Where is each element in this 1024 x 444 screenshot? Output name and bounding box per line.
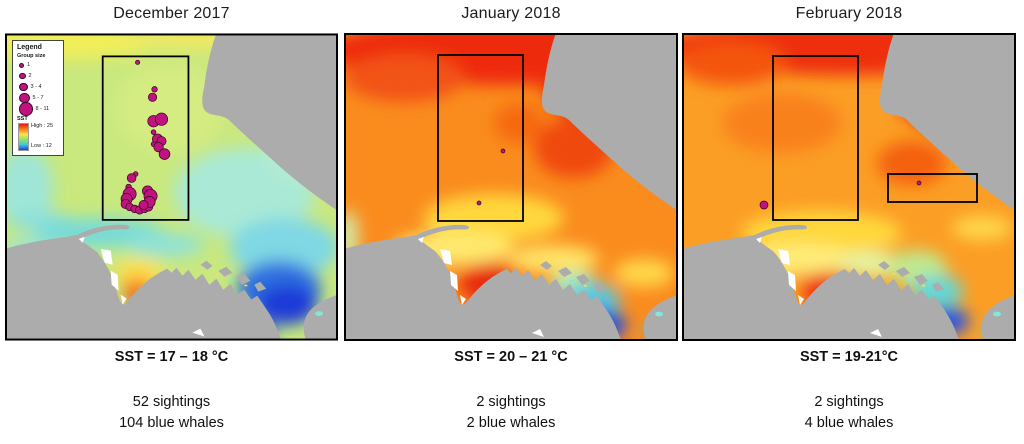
legend-group-size-row: 2 <box>19 71 60 81</box>
group-size-label: 2 <box>28 73 32 79</box>
sst-low-label: Low : 12 <box>31 143 52 149</box>
legend-group-size-row: 3 - 4 <box>19 82 60 92</box>
panel-december: December 2017 <box>5 0 338 444</box>
legend-group-size-row: 8 - 11 <box>19 102 60 116</box>
whale-sighting-dot <box>476 200 482 206</box>
survey-boxes-february <box>772 55 978 221</box>
legend-group-size-row: 1 <box>19 60 60 70</box>
sst-map-december <box>5 33 338 341</box>
legend-group-size-items: 1 2 3 - 4 5 - 7 8 - 11 <box>17 60 60 116</box>
map-legend: Legend Group size 1 2 3 - 4 5 - 7 8 - 11 SST… <box>12 40 64 156</box>
sst-caption-february: SST = 19-21°C <box>799 349 899 365</box>
whale-count-december: 104 blue whales <box>119 415 224 431</box>
map-border <box>5 33 338 341</box>
whale-sightings-february <box>759 180 922 210</box>
panel-title-january: January 2018 <box>461 5 561 22</box>
group-size-circle-icon <box>19 62 24 68</box>
sst-colour-ramp <box>18 123 29 151</box>
group-size-label: 5 - 7 <box>32 95 44 101</box>
whale-sighting-dot <box>154 112 169 126</box>
sst-map-january <box>344 33 678 341</box>
whale-sighting-dot <box>916 180 922 186</box>
sightings-count-december: 52 sightings <box>132 394 211 410</box>
map-december: Legend Group size 1 2 3 - 4 5 - 7 8 - 11 SST… <box>5 33 338 341</box>
panel-title-december: December 2017 <box>113 5 230 22</box>
group-size-label: 8 - 11 <box>35 106 50 112</box>
group-size-circle-icon <box>19 82 28 92</box>
sst-map-february <box>682 33 1016 341</box>
whale-count-february: 4 blue whales <box>804 415 894 431</box>
whale-sighting-dot <box>158 148 171 160</box>
map-february <box>682 33 1016 341</box>
survey-area-box <box>101 55 190 221</box>
map-january <box>344 33 678 341</box>
survey-area-box <box>437 54 524 222</box>
whale-sighting-dot <box>151 86 158 93</box>
survey-area-box <box>887 173 978 203</box>
legend-title: Legend <box>17 44 42 51</box>
panel-february: February 2018 <box>682 0 1016 444</box>
whale-sighting-dot <box>759 200 769 210</box>
group-size-label: 3 - 4 <box>30 84 42 90</box>
whale-count-january: 2 blue whales <box>466 415 556 431</box>
whale-sighting-dot <box>150 129 157 135</box>
map-border <box>682 33 1016 341</box>
whale-sighting-dot <box>126 173 137 183</box>
whale-sightings-january <box>476 148 506 206</box>
whale-sighting-dot <box>153 141 164 153</box>
survey-boxes-january <box>437 54 524 222</box>
group-size-circle-icon <box>19 72 26 80</box>
survey-area-box <box>772 55 859 221</box>
sst-caption-january: SST = 20 – 21 °C <box>454 349 568 365</box>
group-size-circle-icon <box>19 102 33 116</box>
sightings-count-january: 2 sightings <box>476 394 546 410</box>
whale-sighting-dot <box>138 200 149 210</box>
legend-group-size-label: Group size <box>17 53 46 59</box>
group-size-label: 1 <box>27 62 31 68</box>
legend-sst-label: SST <box>17 116 28 122</box>
whale-sightings-december <box>120 59 171 215</box>
map-border <box>344 33 678 341</box>
whale-sighting-dot <box>500 148 506 154</box>
sst-caption-december: SST = 17 – 18 °C <box>114 349 229 365</box>
panel-january: January 2018 <box>344 0 678 444</box>
panel-title-february: February 2018 <box>795 5 903 22</box>
whale-sighting-dot <box>148 92 158 102</box>
whale-sighting-dot <box>135 59 141 65</box>
sightings-count-february: 2 sightings <box>814 394 884 410</box>
survey-boxes-december <box>101 55 190 221</box>
sst-high-label: High : 25 <box>31 123 54 129</box>
